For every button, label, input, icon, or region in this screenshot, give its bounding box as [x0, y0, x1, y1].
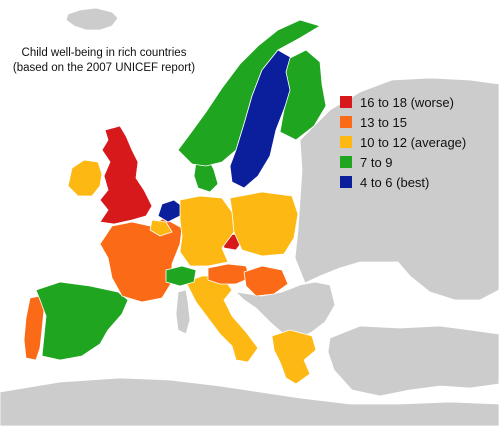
balkans-shape — [235, 281, 336, 339]
norway-shape — [177, 19, 321, 167]
legend-label-average: 10 to 12 (average) — [360, 134, 467, 150]
legend-item-7-9: 7 to 9 — [340, 152, 466, 172]
hungary-shape — [243, 265, 289, 297]
legend-swatch-worse — [340, 96, 352, 108]
germany-shape — [179, 195, 235, 267]
legend-item-13-15: 13 to 15 — [340, 112, 466, 132]
sardinia-corsica-shape — [175, 289, 191, 335]
united-kingdom-shape — [99, 125, 153, 225]
map-title-line2: (based on the 2007 UNICEF report) — [12, 62, 196, 74]
austria-shape — [207, 263, 251, 285]
switzerland-shape — [165, 265, 197, 287]
poland-shape — [229, 191, 299, 257]
netherlands-shape — [157, 199, 183, 223]
legend-item-average: 10 to 12 (average) — [340, 132, 466, 152]
portugal-shape — [23, 295, 45, 361]
legend-swatch-average — [340, 136, 352, 148]
turkey-shape — [327, 325, 499, 397]
italy-shape — [185, 275, 259, 363]
legend-swatch-13-15 — [340, 116, 352, 128]
spain-shape — [35, 281, 129, 361]
eastern-europe-shape — [294, 77, 499, 301]
ireland-shape — [67, 159, 103, 197]
greece-shape — [271, 329, 317, 385]
legend-item-worse: 16 to 18 (worse) — [340, 92, 466, 112]
legend-label-best: 4 to 6 (best) — [360, 174, 430, 190]
legend-swatch-best — [340, 176, 352, 188]
legend-swatch-7-9 — [340, 156, 352, 168]
legend-label-7-9: 7 to 9 — [360, 154, 393, 170]
belgium-shape — [149, 219, 173, 237]
finland-shape — [279, 49, 327, 141]
map-title-line1: Child well-being in rich countries — [21, 47, 187, 59]
legend-item-best: 4 to 6 (best) — [340, 172, 466, 192]
legend-label-13-15: 13 to 15 — [360, 114, 407, 130]
north-africa-shape — [0, 377, 499, 426]
legend-label-worse: 16 to 18 (worse) — [360, 94, 454, 110]
legend: 16 to 18 (worse) 13 to 15 10 to 12 (aver… — [340, 92, 466, 192]
map-title: Child well-being in rich countries (base… — [4, 46, 204, 76]
iceland-shape — [65, 7, 119, 31]
no-data-countries — [0, 7, 499, 426]
